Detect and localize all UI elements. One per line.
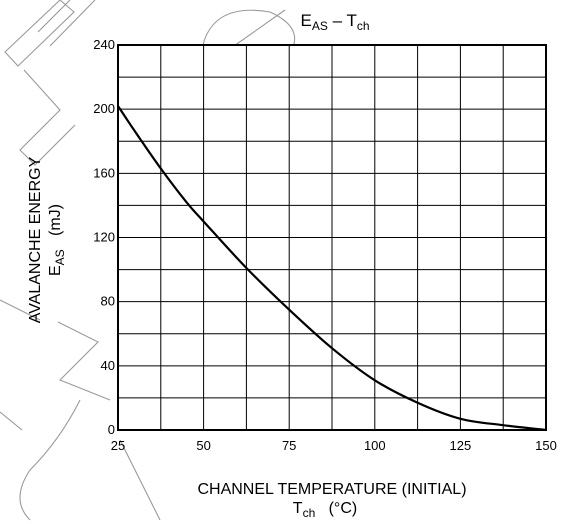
x-tick-label: 50 [196, 438, 210, 453]
x-tick-label: 150 [535, 438, 557, 453]
x-tick-label: 100 [364, 438, 386, 453]
x-tick-label: 125 [450, 438, 472, 453]
y-tick-label: 0 [108, 422, 115, 437]
plot-area [117, 44, 547, 432]
y-tick-label: 200 [93, 101, 115, 116]
y-tick-label: 40 [101, 358, 115, 373]
x-tick-label: 25 [111, 438, 125, 453]
y-tick-label: 120 [93, 230, 115, 245]
axes-labels: 25 50 75 100 125 150 0 40 80 120 160 200 240 EAS – Tc… [27, 11, 557, 520]
x-tick-label: 75 [282, 438, 296, 453]
chart-title: EAS – Tch [300, 11, 369, 33]
y-axis-title: AVALANCHE ENERGY [27, 156, 44, 323]
y-axis-title-group: AVALANCHE ENERGY EAS (mJ) [27, 156, 67, 323]
series-line [117, 105, 547, 432]
x-axis-title: CHANNEL TEMPERATURE (INITIAL) [197, 481, 466, 498]
y-tick-label: 160 [93, 165, 115, 180]
y-tick-label: 240 [93, 37, 115, 52]
y-tick-label: 80 [101, 294, 115, 309]
y-axis-symbol: EAS (mJ) [47, 204, 67, 276]
x-axis-symbol: Tch (°C) [293, 500, 357, 520]
plot-frame [117, 44, 547, 431]
